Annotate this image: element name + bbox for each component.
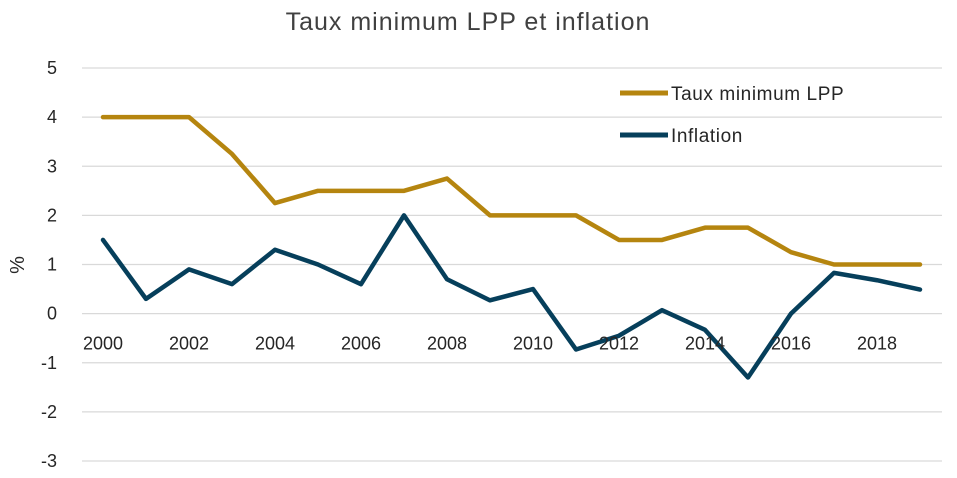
y-tick-label: 5 xyxy=(47,58,57,78)
x-tick-label: 2006 xyxy=(341,334,381,354)
x-tick-label: 2004 xyxy=(255,334,295,354)
y-tick-label: -2 xyxy=(41,402,57,422)
series-line-inflation xyxy=(100,213,923,380)
legend-label: Inflation xyxy=(671,126,743,147)
y-axis-ticks: -3 -2 -1 0 1 2 3 4 5 xyxy=(41,58,57,471)
x-tick-label: 2010 xyxy=(513,334,553,354)
x-tick-label: 2016 xyxy=(771,334,811,354)
y-tick-label: 4 xyxy=(47,107,57,127)
x-tick-label: 2000 xyxy=(83,334,123,354)
y-tick-label: -3 xyxy=(41,451,57,471)
x-axis-ticks: 2000 2002 2004 2006 2008 2010 2012 2014 2016 2018 xyxy=(83,334,897,354)
y-axis-title: % xyxy=(7,256,29,274)
series-line-taux-minimum-lpp xyxy=(100,114,923,267)
series-lines xyxy=(100,114,923,380)
chart-title: Taux minimum LPP et inflation xyxy=(286,8,651,36)
x-tick-label: 2012 xyxy=(599,334,639,354)
x-tick-label: 2002 xyxy=(169,334,209,354)
y-tick-label: 2 xyxy=(47,205,57,225)
y-tick-label: 0 xyxy=(47,304,57,324)
x-tick-label: 2014 xyxy=(685,334,725,354)
y-tick-label: 3 xyxy=(47,156,57,176)
gridlines xyxy=(82,67,942,462)
x-tick-label: 2018 xyxy=(857,334,897,354)
y-tick-label: 1 xyxy=(47,255,57,275)
x-tick-label: 2008 xyxy=(427,334,467,354)
legend: Taux minimum LPP Inflation xyxy=(620,84,844,147)
legend-label: Taux minimum LPP xyxy=(671,84,844,105)
y-tick-label: -1 xyxy=(41,353,57,373)
